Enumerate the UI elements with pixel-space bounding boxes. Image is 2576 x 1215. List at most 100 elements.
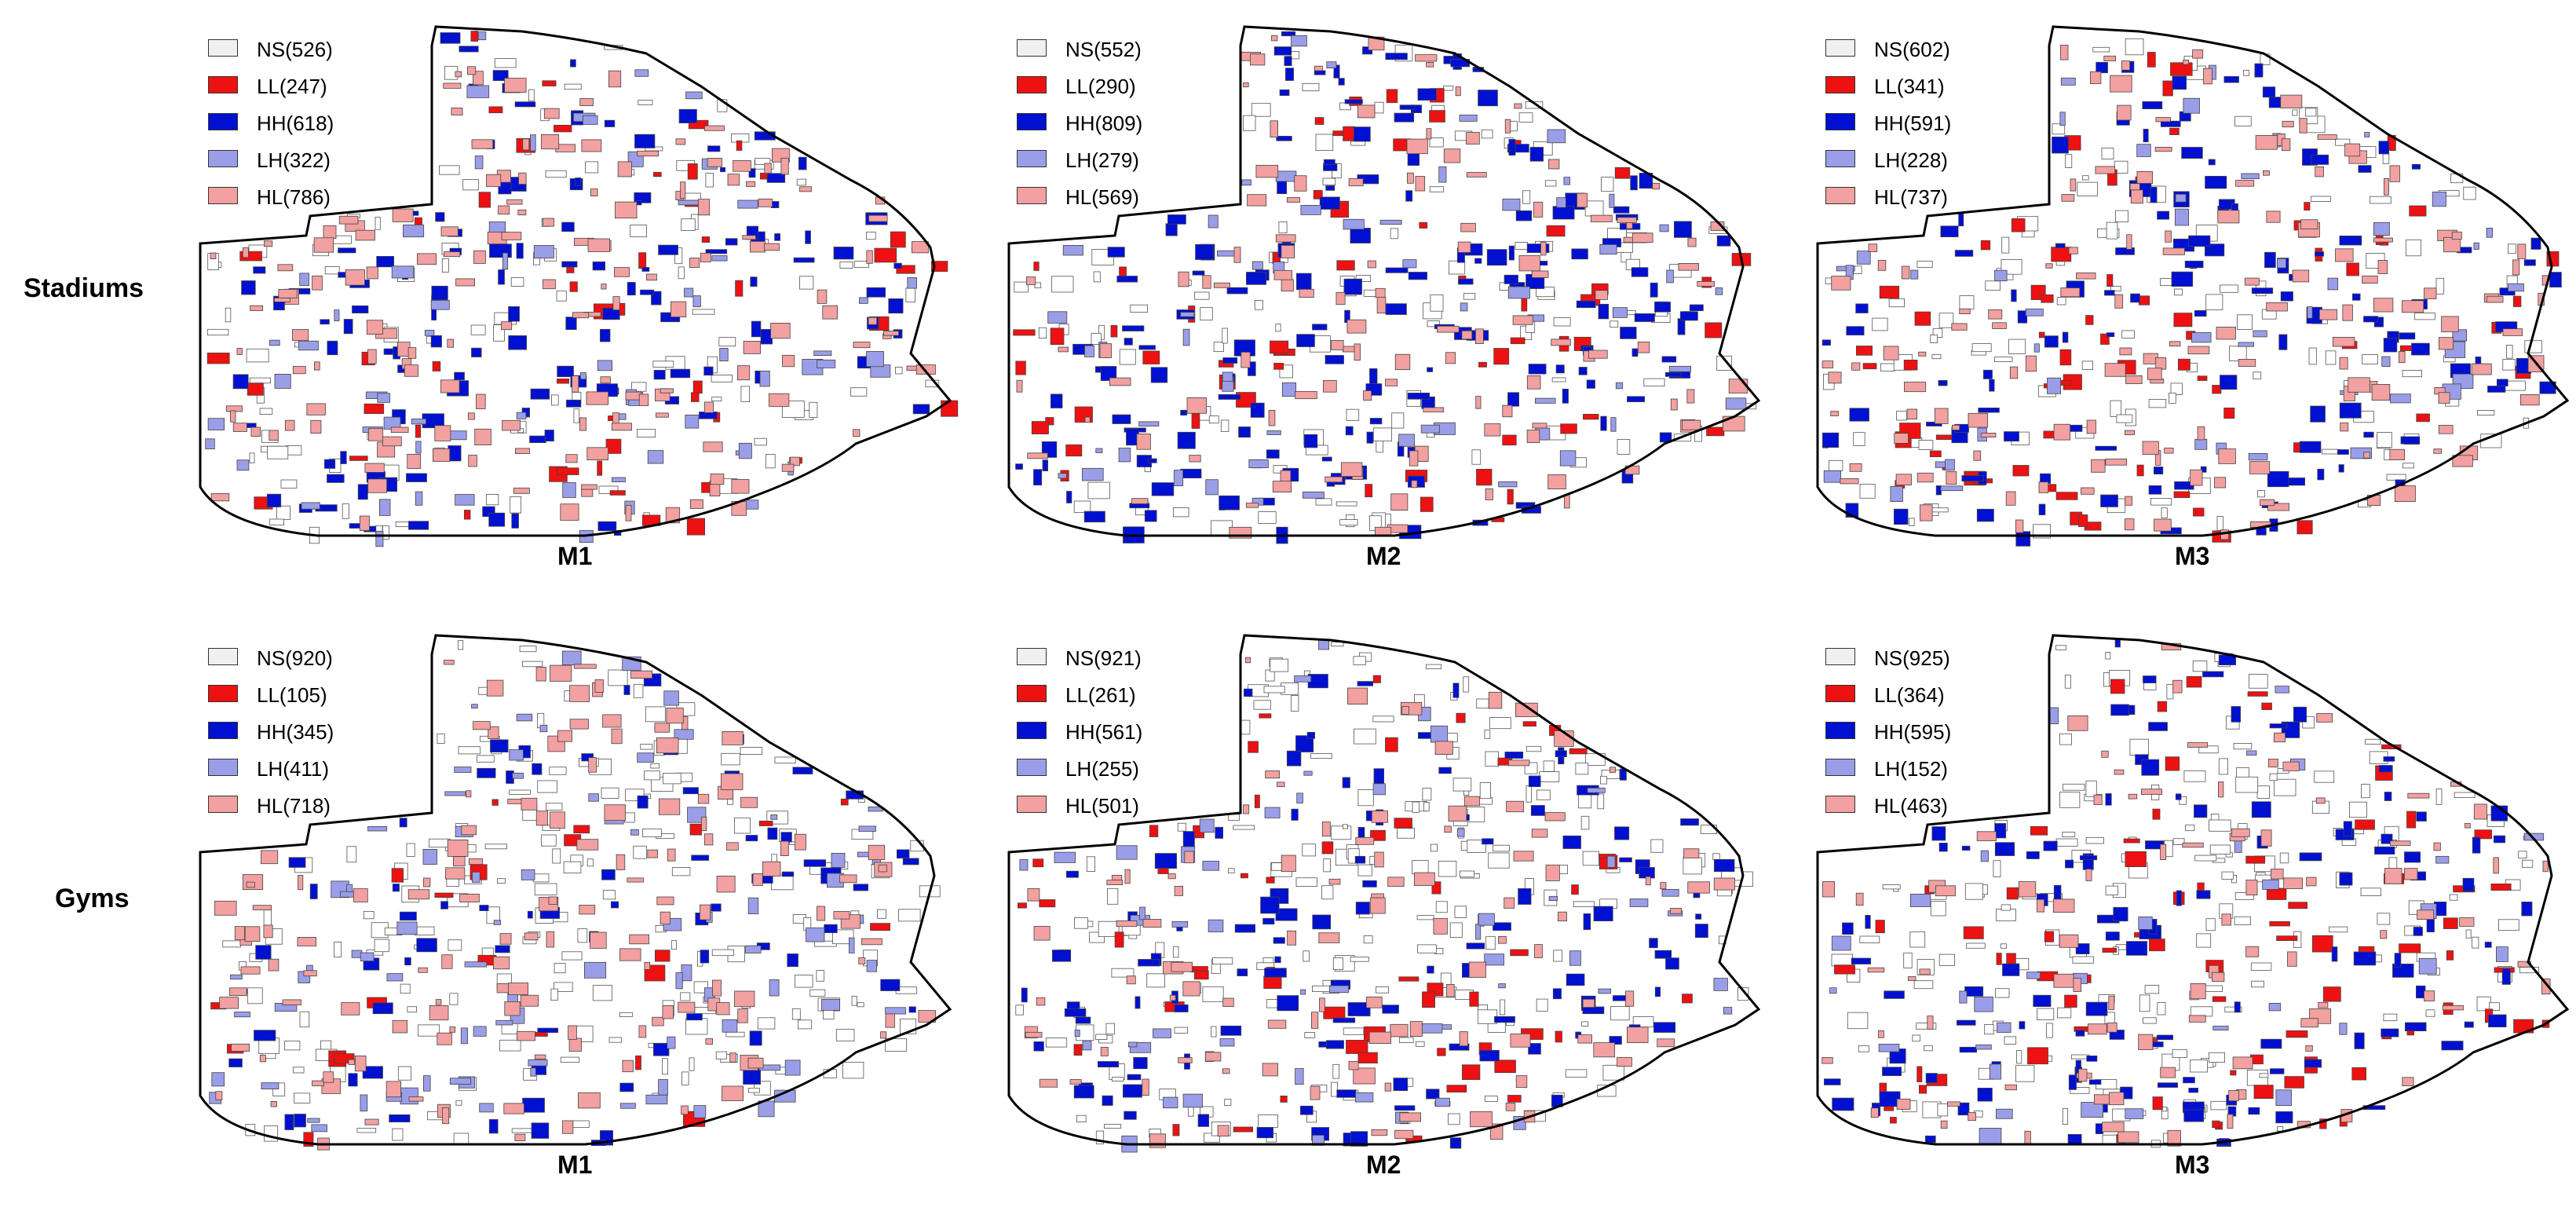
parcel-hh — [1222, 357, 1238, 364]
parcel-hl — [1687, 881, 1710, 894]
parcel-hh — [2354, 1032, 2365, 1049]
parcel-hh — [1385, 267, 1409, 273]
parcel-hl — [2389, 165, 2400, 182]
parcel-hh — [2194, 309, 2207, 317]
parcel-hh — [1256, 1127, 1274, 1139]
parcel-hh — [1312, 914, 1332, 930]
parcel-hl — [1588, 349, 1608, 359]
parcel-ns — [2148, 398, 2167, 408]
parcel-ns — [1859, 935, 1880, 943]
parcel-hl — [2106, 1022, 2117, 1033]
parcel-hl — [2245, 880, 2258, 896]
parcel-ll — [569, 281, 578, 292]
parcel-hh — [2549, 272, 2562, 288]
parcel-hl — [1595, 290, 1608, 300]
parcel-hh — [902, 858, 919, 866]
parcel-ns — [1610, 320, 1619, 328]
parcel-ns — [2506, 344, 2513, 359]
parcel-ns — [1994, 357, 2013, 362]
parcel-ns — [2209, 844, 2231, 855]
parcel-hh — [2205, 175, 2227, 189]
parcel-hh — [376, 255, 394, 268]
parcel-hl — [594, 679, 604, 693]
parcel-hl — [2085, 869, 2092, 881]
parcel-hl — [675, 138, 686, 145]
parcel-lh — [2364, 132, 2370, 137]
parcel-hh — [1613, 995, 1627, 1001]
parcel-ns — [1916, 1023, 1937, 1030]
parcel-hl — [629, 934, 650, 945]
parcel-ns — [1443, 86, 1454, 91]
parcel-hl — [2332, 336, 2355, 347]
parcel-lh — [2435, 855, 2450, 864]
parcel-hl — [2078, 1068, 2088, 1082]
parcel-hh — [1180, 468, 1202, 478]
parcel-lh — [1989, 1063, 2001, 1080]
parcel-hl — [2190, 469, 2203, 486]
parcel-ns — [2194, 855, 2217, 862]
parcel-ll — [870, 923, 891, 931]
parcel-ns — [2059, 733, 2073, 745]
parcel-hl — [443, 251, 461, 258]
parcel-lh — [1563, 177, 1570, 185]
parcel-hl — [2126, 234, 2132, 250]
legend-swatch — [208, 150, 238, 167]
parcel-hl — [868, 317, 877, 325]
parcel-ns — [246, 348, 269, 363]
parcel-hl — [468, 455, 477, 467]
parcel-hh — [1226, 287, 1248, 295]
parcel-hh — [389, 1114, 411, 1123]
parcel-ns — [1912, 1034, 1920, 1042]
parcel-ll — [1560, 423, 1577, 434]
parcel-hh — [1989, 379, 1995, 392]
parcel-hh — [707, 145, 721, 152]
parcel-hh — [1528, 775, 1541, 788]
parcel-hl — [231, 1043, 250, 1052]
parcel-lh — [1994, 269, 2008, 282]
parcel-hl — [1461, 330, 1473, 340]
parcel-ns — [1536, 789, 1551, 800]
parcel-ns — [1051, 276, 1074, 293]
parcel-hl — [2160, 844, 2167, 861]
parcel-ns — [1228, 868, 1235, 873]
parcel-ns — [397, 1066, 411, 1081]
parcel-hh — [2381, 1028, 2399, 1038]
parcel-ns — [2279, 852, 2289, 864]
parcel-hh — [750, 276, 758, 287]
parcel-hl — [234, 926, 245, 940]
parcel-ns — [1374, 101, 1384, 114]
parcel-hh — [1238, 426, 1251, 438]
parcel-ns — [1536, 998, 1548, 1012]
parcel-hh — [2110, 704, 2129, 716]
parcel-hl — [1369, 897, 1386, 914]
parcel-hl — [625, 391, 642, 401]
parcel-ns — [1295, 877, 1317, 887]
parcel-hh — [2150, 186, 2158, 203]
parcel-hl — [2091, 459, 2106, 473]
parcel-hl — [716, 1002, 730, 1016]
parcel-ns — [685, 1018, 708, 1035]
parcel-lh — [1118, 448, 1131, 463]
parcel-ns — [1391, 412, 1405, 429]
parcel-ll — [1280, 1096, 1288, 1103]
parcel-ll — [653, 171, 662, 177]
legend-label: LL(105) — [257, 683, 327, 707]
parcel-hl — [1294, 175, 1307, 192]
parcel-hh — [1319, 196, 1340, 210]
parcel-lh — [1202, 861, 1219, 871]
parcel-ll — [2173, 491, 2191, 499]
parcel-hh — [1474, 258, 1482, 264]
parcel-ns — [791, 1008, 801, 1020]
parcel-hl — [1533, 201, 1544, 218]
parcel-ll — [1233, 1126, 1254, 1133]
parcel-hh — [2352, 293, 2361, 301]
parcel-ns — [560, 1056, 580, 1063]
parcel-hh — [1165, 223, 1178, 236]
parcel-ns — [1233, 825, 1255, 830]
parcel-lh — [444, 791, 466, 796]
parcel-hh — [1279, 89, 1290, 97]
parcel-ns — [2308, 347, 2317, 365]
parcel-ns — [816, 970, 824, 982]
parcel-lh — [311, 1124, 327, 1133]
parcel-ns — [1966, 942, 1986, 949]
